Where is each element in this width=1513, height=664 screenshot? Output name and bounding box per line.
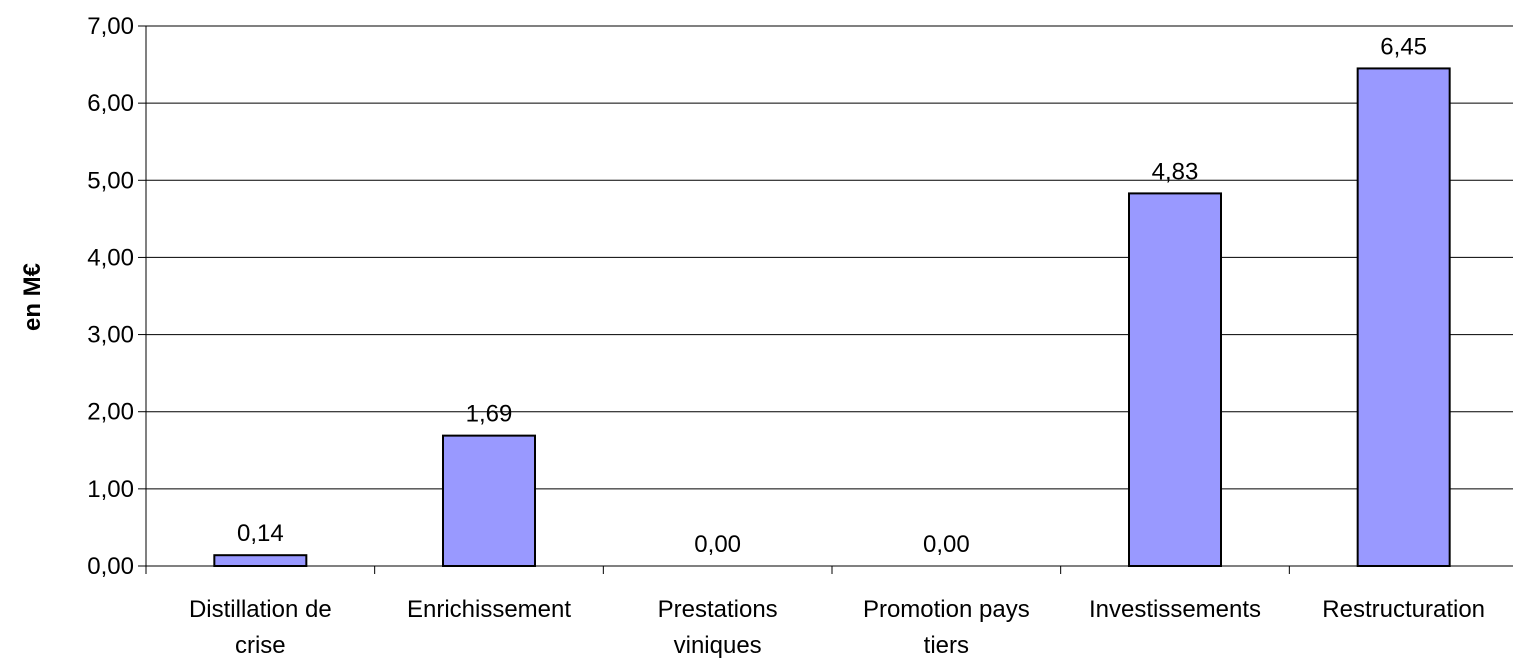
data-label: 1,69 [466, 401, 513, 428]
bar [442, 434, 536, 567]
bar [213, 554, 308, 568]
x-category-label: Distillation de [189, 596, 332, 623]
bar [1128, 192, 1222, 567]
x-category-label: Investissements [1089, 596, 1261, 623]
data-label: 0,00 [694, 531, 741, 558]
y-tick-label: 1,00 [87, 476, 134, 503]
y-tick-label: 7,00 [87, 13, 134, 40]
y-tick-label: 0,00 [87, 553, 134, 580]
bars [213, 67, 1451, 568]
y-tick-label: 4,00 [87, 244, 134, 271]
x-category-label: Prestations [658, 596, 778, 623]
x-category-label: viniques [674, 632, 762, 659]
data-label: 0,00 [923, 531, 970, 558]
data-labels: 0,14 1,69 0,00 0,00 4,83 6,45 [237, 33, 1427, 558]
x-category-label: tiers [924, 632, 969, 659]
data-label: 0,14 [237, 520, 284, 547]
y-tick-label: 5,00 [87, 167, 134, 194]
x-category-label: Promotion pays [863, 596, 1030, 623]
y-tick-label: 2,00 [87, 399, 134, 426]
data-label: 6,45 [1380, 33, 1427, 60]
axes [138, 25, 1513, 574]
gridlines [146, 25, 1513, 490]
y-tick-labels: 0,00 1,00 2,00 3,00 4,00 5,00 6,00 7,00 [87, 13, 134, 580]
x-category-label: crise [235, 632, 286, 659]
y-tick-label: 3,00 [87, 322, 134, 349]
y-axis-label: en M€ [19, 263, 46, 331]
data-label: 4,83 [1152, 158, 1199, 185]
x-category-labels: Distillation de crise Enrichissement Presta… [189, 596, 1485, 659]
bar [1356, 67, 1451, 568]
y-tick-label: 6,00 [87, 90, 134, 117]
x-category-label: Enrichissement [407, 596, 571, 623]
x-category-label: Restructuration [1322, 596, 1485, 623]
